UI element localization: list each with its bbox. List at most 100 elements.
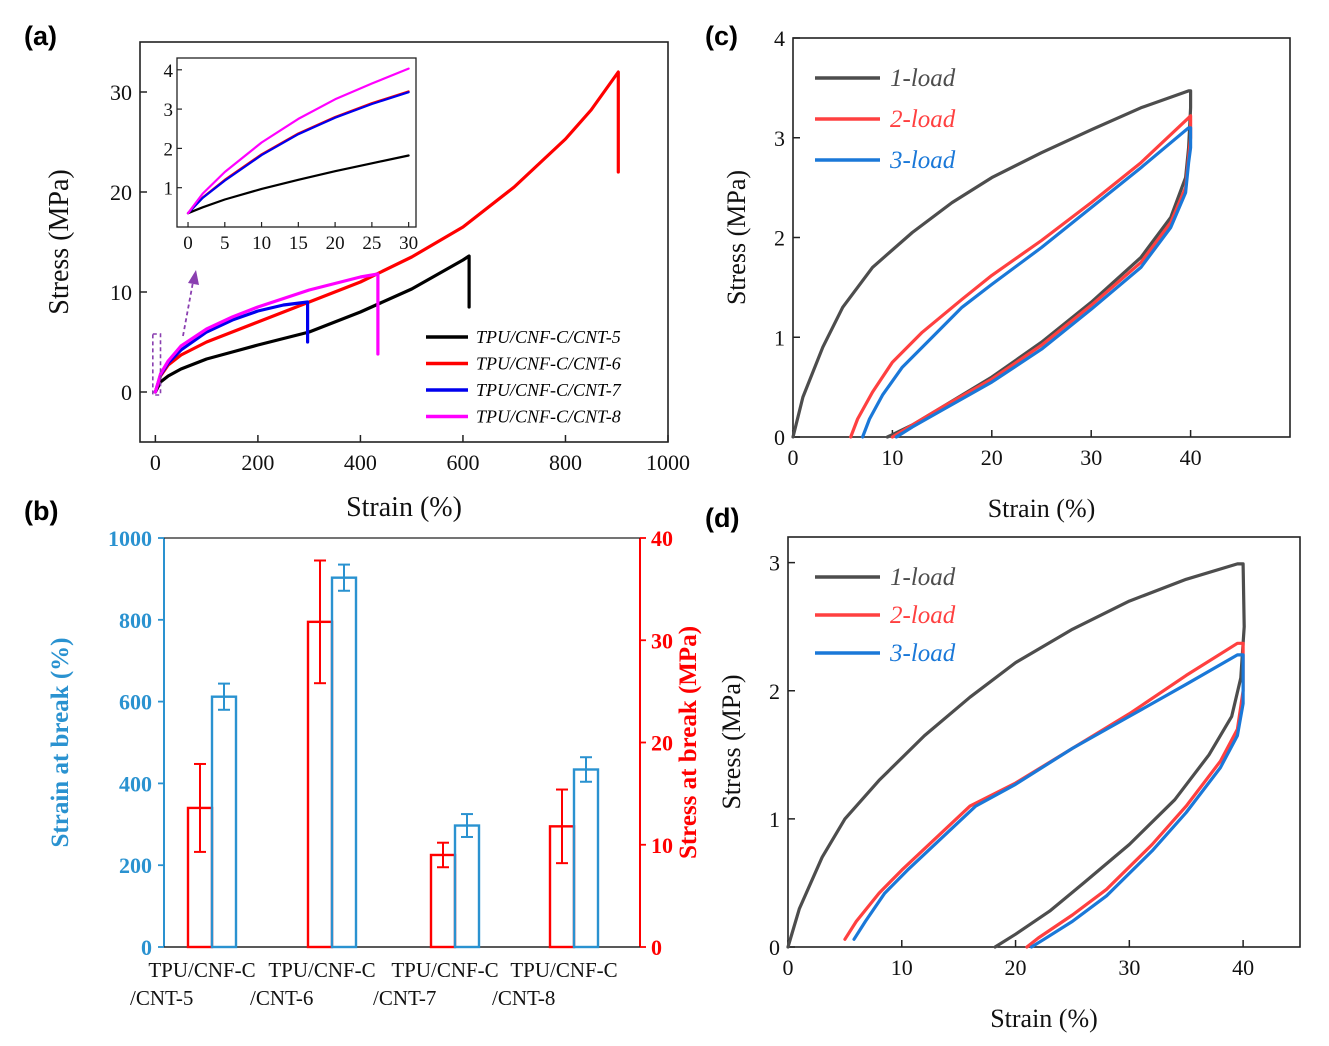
inset-y-tick-label: 1 bbox=[164, 179, 174, 200]
right-axis-title: Stress at break (MPa) bbox=[675, 626, 702, 859]
inset-x-tick-label: 10 bbox=[252, 233, 271, 254]
panel-label-b: (b) bbox=[24, 496, 58, 526]
bar-strain bbox=[330, 576, 358, 949]
left-tick-label: 0 bbox=[141, 935, 152, 960]
chart-panel-b: 0 200 400 600 800 1000 0 10 20 30 40 Strain at brea… bbox=[47, 526, 702, 1010]
x-tick-label: 0 bbox=[783, 955, 794, 980]
bar-stress bbox=[429, 853, 457, 949]
category-label: TPU/CNF-C bbox=[268, 958, 375, 982]
panel-label-a: (a) bbox=[24, 21, 57, 51]
x-tick-label: 30 bbox=[1080, 445, 1102, 470]
category-label: TPU/CNF-C bbox=[510, 958, 617, 982]
x-tick-label: 1000 bbox=[646, 450, 690, 475]
inset-x-tick-label: 5 bbox=[220, 233, 230, 254]
x-tick-label: 200 bbox=[241, 450, 274, 475]
series-line-2-load bbox=[843, 641, 1245, 949]
y-axis-title: Stress (MPa) bbox=[722, 170, 751, 305]
y-tick-label: 2 bbox=[769, 679, 780, 704]
left-tick-label: 400 bbox=[119, 771, 152, 796]
x-tick-label: 600 bbox=[446, 450, 479, 475]
legend-label: 3-load bbox=[889, 147, 956, 174]
right-tick-label: 40 bbox=[651, 526, 673, 551]
x-axis-title: Strain (%) bbox=[346, 492, 462, 523]
x-tick-label: 0 bbox=[150, 450, 161, 475]
y-axis-title: Stress (MPa) bbox=[44, 169, 75, 314]
inset-x-tick-label: 25 bbox=[362, 233, 381, 254]
category-label: TPU/CNF-C bbox=[148, 958, 255, 982]
legend-label: TPU/CNF-C/CNT-7 bbox=[476, 380, 622, 400]
x-tick-label: 800 bbox=[549, 450, 582, 475]
series-line-TPU/CNF-C/CNT-6 bbox=[153, 70, 620, 394]
inset-x-tick-label: 20 bbox=[326, 233, 345, 254]
left-tick-label: 200 bbox=[119, 853, 152, 878]
series-line-2-load bbox=[849, 114, 1193, 439]
y-tick-label: 1 bbox=[769, 807, 780, 832]
zoom-arrow bbox=[182, 281, 194, 337]
category-label: /CNT-5 bbox=[130, 986, 193, 1010]
inset-x-tick-label: 15 bbox=[289, 233, 308, 254]
x-tick-label: 10 bbox=[891, 955, 913, 980]
inset-x-tick-label: 0 bbox=[183, 233, 193, 254]
y-tick-label: 0 bbox=[121, 380, 132, 405]
y-tick-label: 0 bbox=[769, 935, 780, 960]
bar-strain bbox=[572, 768, 600, 949]
x-tick-label: 40 bbox=[1232, 955, 1254, 980]
right-tick-label: 20 bbox=[651, 731, 673, 756]
legend-label: 2-load bbox=[890, 602, 956, 629]
left-tick-label: 1000 bbox=[108, 526, 152, 551]
series-line-1-load bbox=[786, 562, 1246, 949]
inset-y-tick-label: 3 bbox=[164, 100, 174, 121]
plot-frame bbox=[787, 536, 1301, 948]
category-label: /CNT-6 bbox=[250, 986, 313, 1010]
inset-series-line-TPU/CNF-C/CNT-7 bbox=[186, 91, 410, 215]
y-axis-title: Stress (MPa) bbox=[717, 674, 746, 809]
category-label: /CNT-7 bbox=[373, 986, 436, 1010]
chart-panel-d: 0 10 20 30 40 0 1 2 3 Strain (%) Stress (MPa) 1-loa… bbox=[717, 536, 1301, 1033]
zoom-box bbox=[152, 333, 162, 396]
left-tick-label: 600 bbox=[119, 690, 152, 715]
inset-x-tick-label: 30 bbox=[399, 233, 418, 254]
legend-label: 3-load bbox=[889, 640, 956, 667]
series-line-TPU/CNF-C/CNT-5 bbox=[153, 254, 471, 394]
chart-panel-c: 0 10 20 30 40 0 1 2 3 4 Strain (%) Stress (MPa) 1-lo… bbox=[722, 26, 1291, 523]
left-axis-title: Strain at break (%) bbox=[47, 638, 74, 848]
x-axis-title: Strain (%) bbox=[988, 494, 1096, 523]
inset-chart: 0 5 10 15 20 25 30 1 2 3 4 bbox=[164, 57, 418, 254]
series-line-1-load bbox=[791, 89, 1193, 439]
inset-y-tick-label: 2 bbox=[164, 139, 174, 160]
y-tick-label: 3 bbox=[769, 551, 780, 576]
zoom-arrow-head bbox=[188, 270, 199, 285]
y-tick-label: 4 bbox=[774, 26, 785, 51]
legend-label: TPU/CNF-C/CNT-6 bbox=[476, 354, 621, 374]
inset-y-tick-label: 4 bbox=[164, 61, 174, 82]
category-label: TPU/CNF-C bbox=[391, 958, 498, 982]
y-tick-label: 0 bbox=[774, 425, 785, 450]
series-line-TPU/CNF-C/CNT-8 bbox=[153, 272, 380, 394]
y-tick-label: 10 bbox=[110, 280, 132, 305]
inset-frame bbox=[176, 57, 417, 228]
category-label: /CNT-8 bbox=[492, 986, 555, 1010]
panel-label-c: (c) bbox=[705, 21, 738, 51]
legend-label: 1-load bbox=[890, 65, 956, 92]
x-tick-label: 10 bbox=[881, 445, 903, 470]
right-tick-label: 0 bbox=[651, 935, 662, 960]
y-tick-label: 2 bbox=[774, 226, 785, 251]
y-tick-label: 20 bbox=[110, 180, 132, 205]
plot-frame bbox=[139, 41, 669, 443]
x-axis-title: Strain (%) bbox=[990, 1004, 1098, 1033]
x-tick-label: 20 bbox=[981, 445, 1003, 470]
right-tick-label: 30 bbox=[651, 628, 673, 653]
legend-label: TPU/CNF-C/CNT-5 bbox=[476, 327, 621, 347]
x-tick-label: 40 bbox=[1180, 445, 1202, 470]
x-tick-label: 400 bbox=[344, 450, 377, 475]
bar-strain bbox=[210, 695, 238, 949]
legend-label: 1-load bbox=[890, 564, 956, 591]
series-line-3-load bbox=[861, 126, 1193, 439]
y-tick-label: 1 bbox=[774, 325, 785, 350]
inset-series-line-TPU/CNF-C/CNT-5 bbox=[186, 154, 410, 215]
legend-label: 2-load bbox=[890, 106, 956, 133]
bar-strain bbox=[453, 824, 481, 949]
inset-series-line-TPU/CNF-C/CNT-8 bbox=[186, 67, 410, 215]
